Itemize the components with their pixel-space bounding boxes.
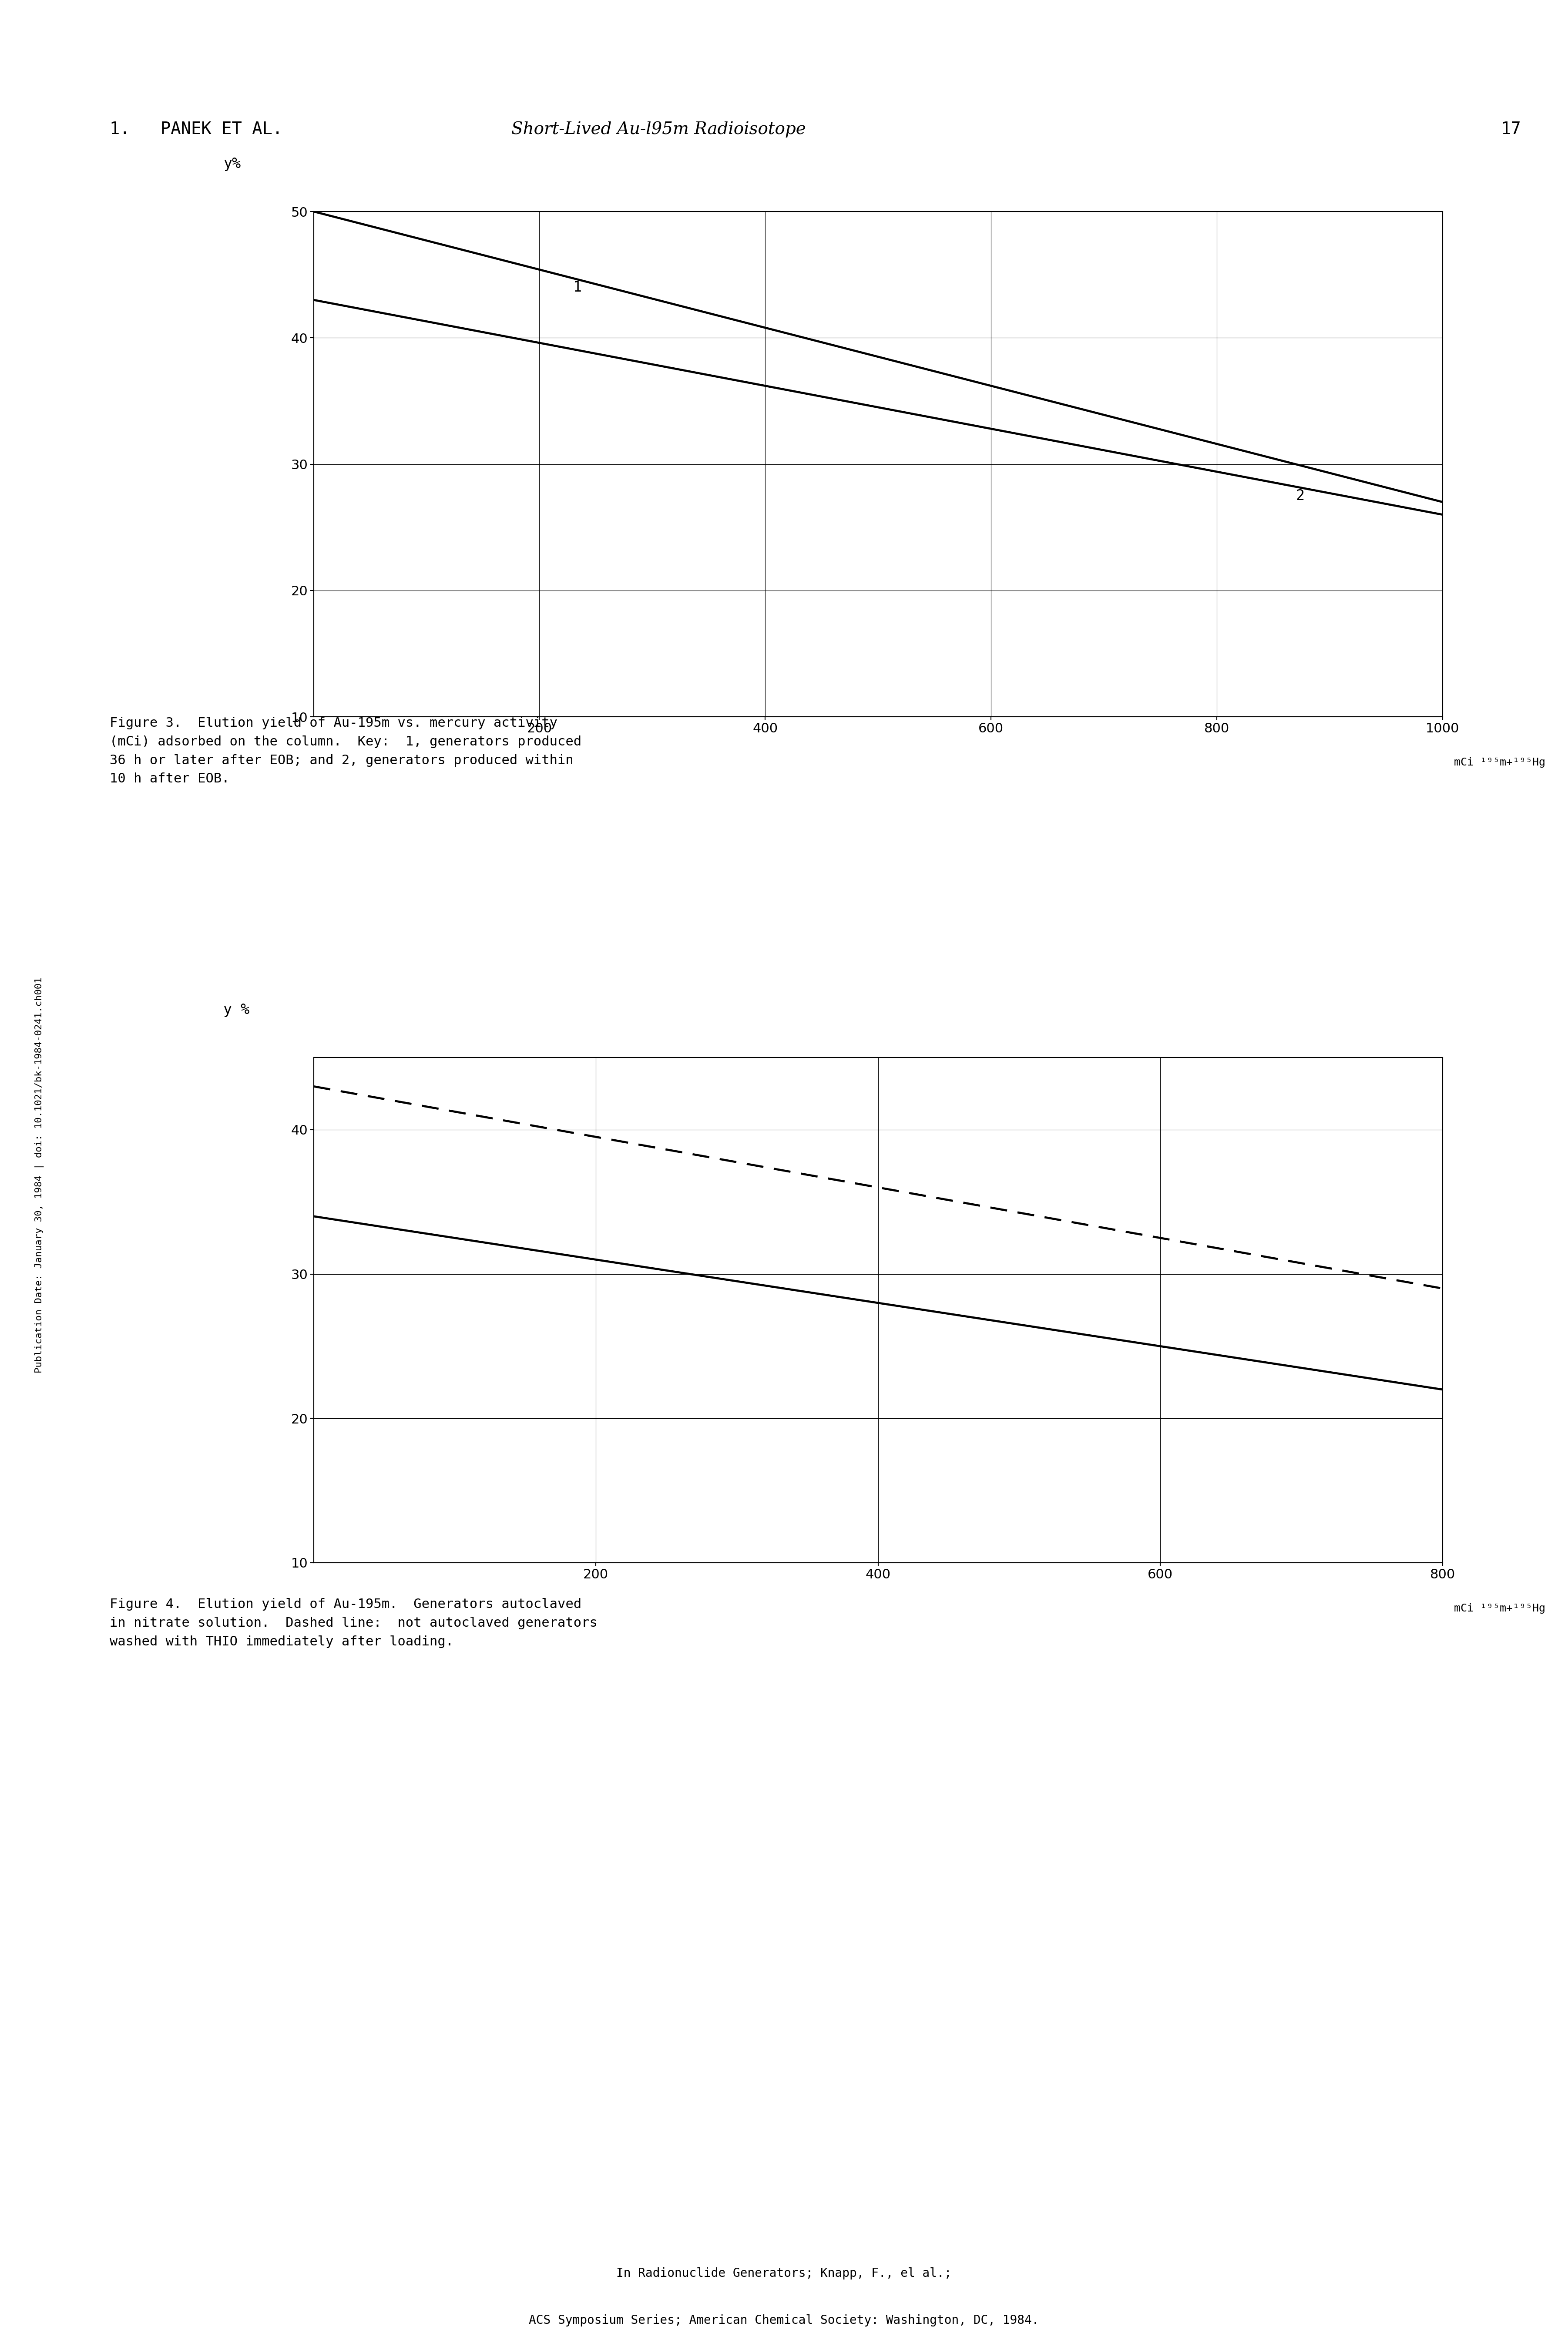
Text: mCi ¹⁹⁵m+¹⁹⁵Hg: mCi ¹⁹⁵m+¹⁹⁵Hg bbox=[1454, 1603, 1544, 1614]
Text: 1: 1 bbox=[574, 280, 582, 294]
Text: 2: 2 bbox=[1295, 489, 1305, 503]
Text: y%: y% bbox=[223, 157, 241, 172]
Text: Figure 4.  Elution yield of Au-195m.  Generators autoclaved
in nitrate solution.: Figure 4. Elution yield of Au-195m. Gene… bbox=[110, 1598, 597, 1647]
Text: 17: 17 bbox=[1501, 120, 1521, 139]
Text: Publication Date: January 30, 1984 | doi: 10.1021/bk-1984-0241.ch001: Publication Date: January 30, 1984 | doi… bbox=[34, 978, 44, 1372]
Text: ACS Symposium Series; American Chemical Society: Washington, DC, 1984.: ACS Symposium Series; American Chemical … bbox=[528, 2315, 1040, 2326]
Text: Short-Lived Au-l95m Radioisotope: Short-Lived Au-l95m Radioisotope bbox=[511, 122, 806, 136]
Text: mCi ¹⁹⁵m+¹⁹⁵Hg: mCi ¹⁹⁵m+¹⁹⁵Hg bbox=[1454, 757, 1544, 768]
Text: In Radionuclide Generators; Knapp, F., el al.;: In Radionuclide Generators; Knapp, F., e… bbox=[616, 2268, 952, 2280]
Text: y %: y % bbox=[223, 1003, 249, 1018]
Text: 1.   PANEK ET AL.: 1. PANEK ET AL. bbox=[110, 120, 282, 139]
Text: Figure 3.  Elution yield of Au-195m vs. mercury activity
(mCi) adsorbed on the c: Figure 3. Elution yield of Au-195m vs. m… bbox=[110, 717, 582, 785]
